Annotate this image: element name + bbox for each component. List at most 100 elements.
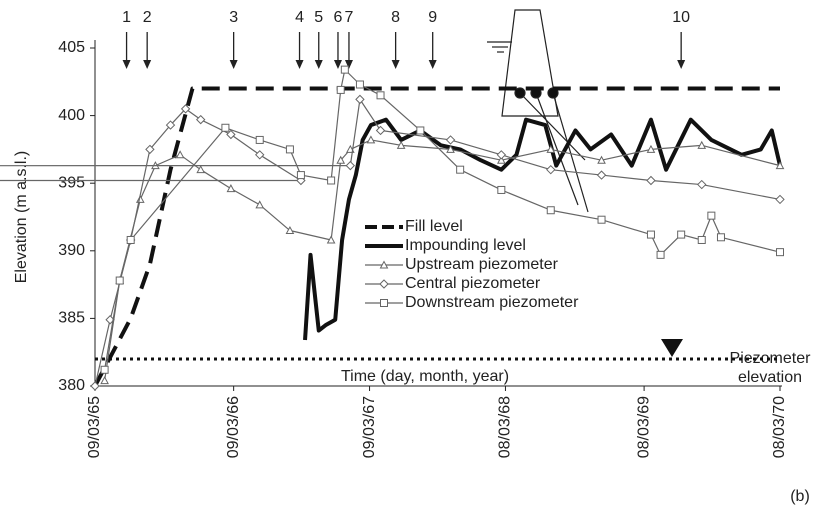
x-tick-label: 09/03/65 (86, 396, 103, 458)
legend-marker (379, 279, 389, 289)
data-point (175, 150, 185, 159)
legend-label: Upstream piezometer (405, 256, 559, 273)
event-label: 6 (334, 9, 343, 26)
series-line (303, 117, 782, 341)
x-tick-label: 08/03/70 (771, 396, 788, 458)
x-axis-label: Time (day, month, year) (341, 368, 509, 385)
event-label: 3 (229, 9, 238, 26)
y-tick-label: 390 (58, 242, 85, 259)
data-point (546, 206, 555, 215)
data-point (285, 145, 294, 154)
event-arrowhead (677, 60, 686, 69)
event-label: 8 (391, 9, 400, 26)
data-point (100, 365, 109, 374)
data-point (376, 91, 385, 100)
piezometer-marker (661, 339, 683, 357)
data-point (285, 225, 295, 235)
data-point (336, 155, 346, 164)
data-point (165, 120, 176, 130)
event-arrowhead (314, 60, 323, 69)
event-arrowhead (143, 60, 152, 69)
series-line (0, 98, 781, 387)
event-arrowhead (295, 60, 304, 69)
series-line (93, 86, 780, 387)
event-label: 1 (122, 9, 131, 26)
legend-marker (380, 299, 388, 307)
data-point (195, 114, 206, 125)
y-tick-label: 380 (58, 377, 85, 394)
data-point (100, 376, 109, 385)
data-point (345, 160, 356, 171)
data-point (496, 150, 507, 160)
data-point (226, 184, 236, 193)
data-point (596, 170, 607, 180)
data-point (646, 175, 656, 186)
data-point (336, 85, 345, 94)
data-point (340, 65, 349, 74)
data-point (707, 211, 716, 220)
data-point (355, 94, 365, 105)
x-tick-label: 09/03/66 (225, 396, 242, 458)
data-point (296, 171, 305, 180)
data-point (326, 235, 336, 244)
data-point (456, 165, 465, 174)
y-axis-label: Elevation (m a.s.l.) (13, 151, 30, 283)
event-label: 2 (143, 9, 152, 26)
data-point (697, 235, 706, 244)
data-point (716, 233, 725, 242)
data-point (646, 144, 656, 153)
data-point (775, 194, 785, 205)
data-point (775, 161, 785, 170)
dam-schematic (487, 9, 589, 213)
legend-marker (379, 260, 389, 269)
data-point (255, 200, 265, 209)
x-tick-label: 08/03/69 (635, 396, 652, 458)
y-tick-label: 385 (58, 310, 85, 327)
legend-label: Downstream piezometer (405, 294, 579, 311)
event-label: 10 (672, 9, 690, 26)
data-point (355, 80, 364, 89)
data-point (126, 235, 135, 244)
event-label: 4 (295, 9, 304, 26)
data-point (366, 135, 376, 144)
legend-label: Fill level (405, 218, 463, 235)
data-point (396, 140, 406, 149)
event-arrowhead (229, 60, 238, 69)
event-arrowhead (344, 60, 353, 69)
event-arrowhead (391, 60, 400, 69)
event-arrowhead (428, 60, 437, 69)
data-point (677, 230, 686, 239)
y-tick-label: 405 (58, 39, 85, 56)
data-point (546, 144, 556, 153)
data-point (90, 381, 100, 391)
data-point (255, 135, 264, 144)
data-point (196, 165, 206, 174)
x-tick-label: 08/03/68 (497, 396, 514, 458)
legend-label: Impounding level (405, 237, 526, 254)
y-tick-label: 395 (58, 174, 85, 191)
data-point (597, 155, 606, 164)
data-point (656, 250, 665, 259)
data-point (546, 164, 556, 175)
event-label: 7 (345, 9, 354, 26)
event-arrowhead (122, 60, 131, 69)
data-point (226, 129, 236, 140)
data-point (375, 125, 386, 136)
data-point (446, 144, 455, 153)
y-tick-label: 400 (58, 107, 85, 124)
event-label: 9 (428, 9, 437, 26)
panel-label: (b) (790, 488, 810, 505)
data-point (416, 126, 425, 135)
data-point (221, 123, 230, 132)
event-label: 5 (314, 9, 323, 26)
data-point (497, 185, 506, 194)
piezometer-label: elevation (738, 369, 802, 386)
piezometer-label: Piezometer (730, 350, 812, 367)
legend-label: Central piezometer (405, 275, 541, 292)
data-point (445, 135, 456, 145)
x-tick-label: 09/03/67 (361, 396, 378, 458)
data-point (496, 155, 506, 164)
data-point (597, 215, 606, 224)
